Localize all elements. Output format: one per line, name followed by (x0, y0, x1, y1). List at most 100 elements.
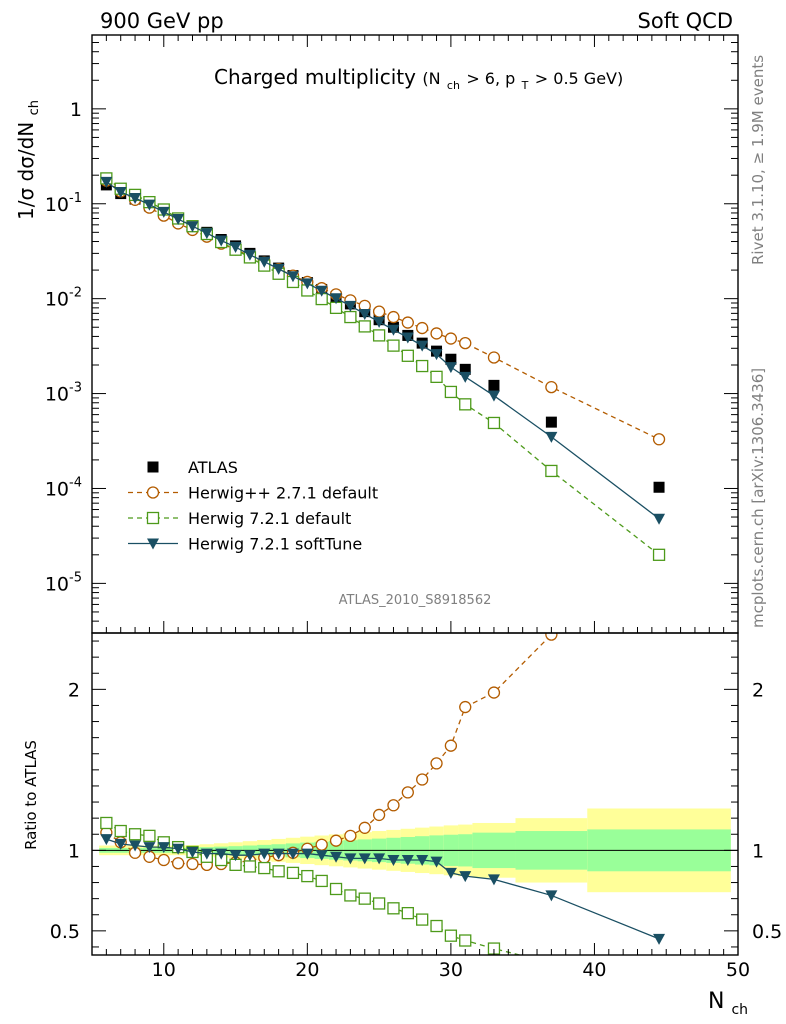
point-herwig-7-2-1-softtune-10 (243, 249, 256, 261)
ratio-point-herwig-2-7-1-default-19 (372, 808, 386, 822)
ratio-y-tick-label-right-2: 2 (752, 679, 764, 701)
ratio-point-herwig-7-2-1-softtune-23 (430, 856, 443, 868)
legend-label-herwig-7-2-1-default: Herwig 7.2.1 default (188, 509, 351, 528)
point-atlas-24 (445, 353, 457, 365)
ratio-point-herwig-7-2-1-default-25 (459, 934, 472, 947)
ratio-point-herwig-7-2-1-softtune-24 (444, 867, 457, 879)
ratio-point-herwig-7-2-1-softtune-3 (143, 842, 156, 854)
point-atlas-27 (545, 416, 557, 428)
ratio-point-herwig-7-2-1-softtune-16 (330, 851, 343, 863)
ratio-point-herwig-7-2-1-softtune-12 (272, 848, 285, 860)
point-herwig-2-7-1-default-28 (652, 433, 666, 446)
ratio-point-herwig-2-7-1-default-25 (459, 700, 472, 714)
rivet-version-label: Rivet 3.1.10, ≥ 1.9M events (749, 55, 767, 265)
point-herwig-2-7-1-default-21 (401, 316, 414, 329)
ratio-point-herwig-7-2-1-softtune-9 (229, 850, 242, 862)
main-y-tick-base-1: 10 (45, 478, 69, 500)
ratio-point-herwig-2-7-1-default-22 (416, 773, 429, 786)
analysis-id: ATLAS_2010_S8918562 (339, 593, 492, 608)
point-atlas-26 (488, 379, 500, 391)
ratio-point-herwig-7-2-1-default-0 (100, 816, 113, 830)
point-herwig-7-2-1-softtune-3 (143, 199, 156, 211)
point-herwig-7-2-1-softtune-25 (459, 371, 472, 383)
ratio-point-herwig-7-2-1-softtune-1 (114, 838, 127, 850)
point-herwig-2-7-1-default-19 (372, 305, 386, 318)
x-tick-label-4: 50 (726, 959, 750, 981)
ratio-point-herwig-7-2-1-default-11 (258, 861, 271, 875)
point-herwig-2-7-1-default-20 (387, 310, 400, 324)
ratio-point-herwig-2-7-1-default-21 (401, 786, 414, 799)
ratio-point-herwig-7-2-1-softtune-28 (653, 933, 666, 945)
point-herwig-7-2-1-softtune-28 (653, 513, 666, 525)
ratio-point-herwig-7-2-1-softtune-6 (186, 846, 199, 858)
main-y-tick-exp-2: -3 (69, 381, 82, 396)
x-tick-label-2: 30 (439, 959, 463, 981)
main-y-tick-label-4: 10-1 (45, 191, 82, 216)
x-axis-label-sub: ch (731, 1002, 748, 1018)
main-y-tick-label-2: 10-3 (45, 381, 82, 406)
point-herwig-7-2-1-default-24 (444, 385, 458, 399)
main-y-axis-label-text: 1/σ dσ/dN (14, 122, 38, 220)
ratio-point-herwig-7-2-1-default-19 (372, 897, 386, 910)
ratio-point-herwig-7-2-1-softtune-11 (258, 848, 271, 860)
main-y-tick-exp-0: -5 (69, 570, 82, 585)
ratio-point-herwig-7-2-1-softtune-10 (243, 850, 256, 862)
ratio-point-herwig-7-2-1-softtune-20 (387, 855, 400, 867)
ratio-y-tick-label-right-0: 0.5 (752, 921, 782, 943)
point-herwig-7-2-1-default-26 (487, 416, 501, 430)
point-herwig-7-2-1-default-25 (459, 398, 472, 411)
point-herwig-7-2-1-softtune-26 (487, 390, 500, 402)
ratio-point-herwig-2-7-1-default-16 (329, 834, 343, 847)
ratio-point-herwig-2-7-1-default-27 (545, 633, 558, 641)
point-herwig-7-2-1-softtune-1 (114, 187, 127, 199)
plot-title-cond-mid: > 6, p (466, 69, 515, 88)
ratio-point-herwig-7-2-1-default-17 (344, 889, 357, 902)
ratio-point-herwig-7-2-1-default-3 (143, 829, 156, 843)
ratio-point-herwig-7-2-1-softtune-18 (358, 853, 371, 865)
ratio-point-herwig-2-7-1-default-5 (171, 857, 185, 870)
point-herwig-7-2-1-softtune-15 (315, 285, 328, 297)
ratio-point-herwig-7-2-1-default-15 (315, 874, 328, 888)
ratio-y-axis-label: Ratio to ATLAS (22, 740, 40, 850)
point-herwig-7-2-1-softtune-21 (401, 332, 414, 344)
ratio-point-herwig-2-7-1-default-24 (444, 739, 458, 752)
ratio-point-herwig-7-2-1-softtune-22 (416, 855, 429, 867)
point-herwig-7-2-1-softtune-23 (430, 349, 443, 361)
point-herwig-7-2-1-softtune-14 (301, 278, 314, 290)
ratio-point-herwig-7-2-1-softtune-25 (459, 871, 472, 883)
point-herwig-7-2-1-default-27 (545, 464, 558, 478)
main-y-tick-base-0: 10 (45, 573, 69, 595)
point-herwig-7-2-1-softtune-5 (172, 214, 185, 226)
point-herwig-7-2-1-softtune-20 (387, 324, 400, 336)
ratio-point-herwig-2-7-1-default-17 (344, 829, 357, 843)
ratio-point-herwig-7-2-1-softtune-26 (487, 874, 500, 886)
ratio-point-herwig-2-7-1-default-23 (430, 757, 443, 770)
plot-title-main: Charged multiplicity (214, 65, 416, 89)
ratio-point-herwig-7-2-1-default-2 (128, 828, 142, 841)
legend-label-herwig-2-7-1-default: Herwig++ 2.7.1 default (188, 484, 378, 503)
ratio-point-herwig-7-2-1-softtune-7 (200, 848, 213, 860)
plot-title-cond-sub1: ch (447, 79, 460, 92)
legend-marker-herwig-7-2-1-default (146, 511, 160, 525)
point-herwig-7-2-1-softtune-19 (373, 316, 386, 328)
legend: ATLAS Herwig++ 2.7.1 default Herwig 7.2.1 … (128, 458, 378, 554)
main-y-tick-label-1: 10-4 (45, 475, 82, 500)
ratio-point-herwig-2-7-1-default-4 (157, 853, 170, 867)
main-y-tick-base-3: 10 (45, 289, 69, 311)
main-y-tick-exp-1: -4 (69, 475, 82, 490)
plot-title-cond-open: (N (422, 69, 440, 88)
ratio-point-herwig-2-7-1-default-18 (358, 821, 371, 834)
main-y-tick-label-5: 1 (70, 99, 82, 121)
x-tick-label-3: 40 (582, 959, 606, 981)
header-left: 900 GeV pp (100, 9, 224, 33)
point-herwig-2-7-1-default-27 (545, 380, 558, 394)
ratio-y-tick-label-right-1: 1 (752, 840, 764, 862)
point-herwig-7-2-1-softtune-24 (444, 362, 457, 374)
point-herwig-7-2-1-softtune-22 (416, 340, 429, 352)
ratio-y-tick-label-left-0: 0.5 (50, 921, 80, 943)
point-herwig-7-2-1-default-19 (372, 329, 386, 342)
point-herwig-7-2-1-softtune-8 (215, 235, 228, 247)
point-herwig-7-2-1-softtune-7 (200, 228, 213, 240)
point-atlas-28 (653, 481, 665, 493)
